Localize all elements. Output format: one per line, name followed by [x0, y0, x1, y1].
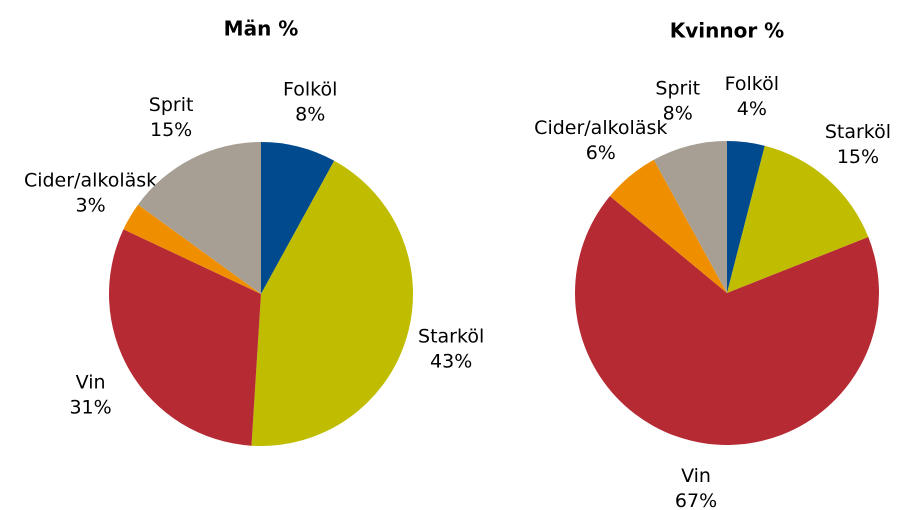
value-label: 3% [75, 195, 105, 217]
slice-label: Sprit [149, 94, 194, 116]
pie-slice [123, 204, 262, 294]
slice-label: Sprit [655, 78, 700, 100]
pie-slice [727, 141, 765, 293]
slice-label: Cider/alkoläsk [534, 117, 667, 139]
pie-slice [251, 160, 414, 447]
value-label: 8% [295, 104, 325, 126]
chart-title: Män % [224, 17, 299, 41]
slice-label: Folköl [725, 73, 779, 95]
slice-label: Cider/alkoläsk [24, 170, 157, 192]
pie-slice [653, 141, 727, 293]
slice-label: Starköl [825, 121, 891, 143]
value-label: 31% [69, 396, 111, 418]
value-label: 4% [737, 98, 767, 120]
pie-slice [609, 159, 727, 293]
value-label: 15% [837, 146, 879, 168]
pie-slice [261, 142, 335, 294]
slice-label: Vin [76, 371, 106, 393]
pie-slice [108, 229, 262, 446]
value-label: 8% [663, 103, 693, 125]
chart-title: Kvinnor % [670, 19, 784, 43]
slice-label: Starköl [418, 326, 484, 348]
slice-label: Folköl [283, 79, 337, 101]
pie-slice [138, 142, 261, 294]
slice-label: Vin [681, 465, 711, 487]
pie-slice [574, 196, 879, 446]
value-label: 67% [675, 490, 717, 510]
value-label: 15% [150, 119, 192, 141]
value-label: 43% [430, 351, 472, 373]
value-label: 6% [586, 142, 616, 164]
pie-slice [727, 145, 869, 293]
